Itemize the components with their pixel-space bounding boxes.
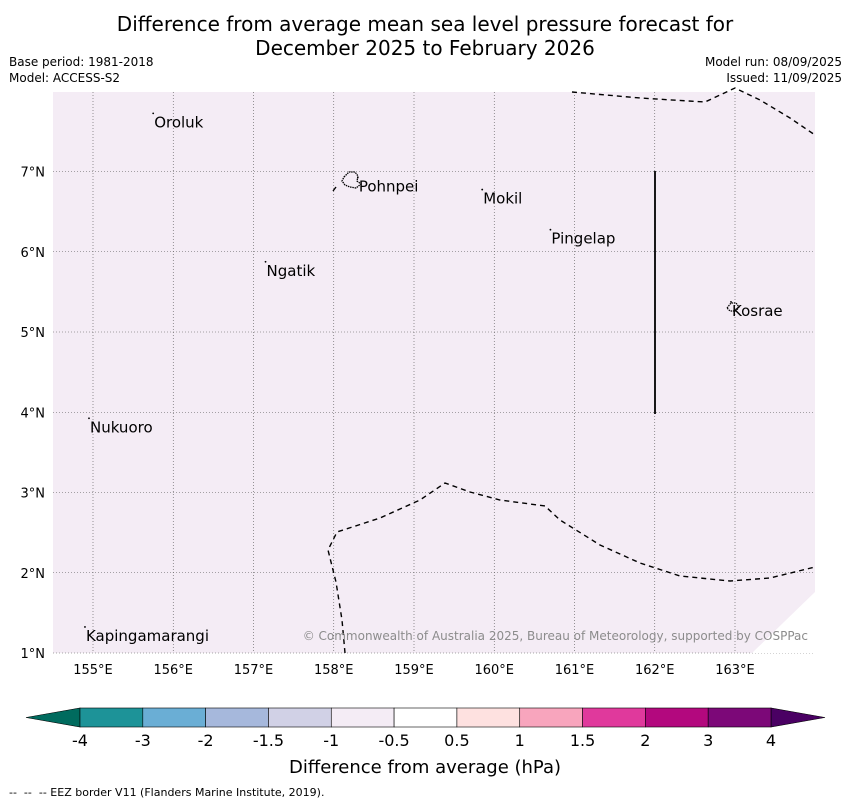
colorbar-tick-label: 1 xyxy=(515,731,525,750)
place-label: Pohnpei xyxy=(359,178,419,196)
place-marker xyxy=(730,301,732,303)
meta-right: Model run: 08/09/2025 Issued: 11/09/2025 xyxy=(705,54,842,86)
place-marker xyxy=(84,626,86,628)
lat-tick-label: 1°N xyxy=(21,647,46,662)
place-label: Mokil xyxy=(483,190,522,208)
copyright-text: © Commonwealth of Australia 2025, Bureau… xyxy=(303,629,808,643)
graticule xyxy=(53,92,815,654)
lon-tick-label: 159°E xyxy=(394,663,434,678)
axis-labels: 155°E 156°E 157°E 158°E 159°E 160°E 161°E 162°E… xyxy=(21,166,755,679)
meta-left: Base period: 1981-2018 Model: ACCESS-S2 xyxy=(9,54,154,86)
colorbar: -4 -3 -2 -1.5 -1 -0.5 0.5 1 1.5 2 3 4 xyxy=(25,707,826,750)
colorbar-tick-label: 3 xyxy=(703,731,713,750)
colorbar-swatch xyxy=(582,707,646,728)
colorbar-swatch xyxy=(205,707,269,728)
colorbar-swatch xyxy=(707,707,772,728)
kosrae-island-outline xyxy=(726,302,740,312)
lon-tick-label: 161°E xyxy=(555,663,595,678)
colorbar-swatch xyxy=(456,707,521,728)
place-label: Oroluk xyxy=(154,113,203,131)
place-label: Kosrae xyxy=(732,302,783,320)
place-label: Kapingamarangi xyxy=(86,627,209,645)
place-label: Nukuoro xyxy=(90,418,153,436)
colorbar-tick-label: -1.5 xyxy=(253,731,284,750)
colorbar-swatch xyxy=(142,707,206,728)
model-run-text: Model run: 08/09/2025 xyxy=(704,55,842,69)
eez-border-fragment xyxy=(332,186,337,192)
lon-tick-label: 160°E xyxy=(474,663,514,678)
colorbar-high-extend xyxy=(770,707,826,728)
colorbar-label: Difference from average (hPa) xyxy=(289,757,561,778)
place-marker xyxy=(356,176,359,179)
lon-tick-label: 157°E xyxy=(234,663,274,678)
colorbar-tick-label: -3 xyxy=(135,731,151,750)
issued-text: Issued: 11/09/2025 xyxy=(726,71,842,85)
eez-border-north xyxy=(571,87,816,136)
title-line-1: Difference from average mean sea level p… xyxy=(116,12,734,36)
place-labels: Oroluk Pohnpei Mokil Pingelap Ngatik Kosrae Nu… xyxy=(84,112,783,645)
colorbar-swatch xyxy=(79,707,144,728)
pohnpei-island-outline xyxy=(341,171,363,189)
lat-tick-label: 4°N xyxy=(21,406,46,421)
map-background xyxy=(53,92,815,653)
lat-tick-label: 7°N xyxy=(21,166,46,181)
place-marker xyxy=(152,112,155,115)
colorbar-tick-label: 4 xyxy=(766,731,776,750)
colorbar-swatch xyxy=(330,707,395,728)
colorbar-tick-label: -0.5 xyxy=(378,731,409,750)
colorbar-tick-label: 0.5 xyxy=(444,731,469,750)
lon-tick-label: 156°E xyxy=(153,663,193,678)
colorbar-tick-label: -2 xyxy=(198,731,214,750)
page-title: Difference from average mean sea level p… xyxy=(0,12,850,60)
colorbar-swatch xyxy=(645,707,709,728)
model-text: Model: ACCESS-S2 xyxy=(9,71,121,85)
lon-tick-label: 158°E xyxy=(314,663,354,678)
place-label: Pingelap xyxy=(551,230,615,248)
colorbar-tick-label: -1 xyxy=(323,731,339,750)
lat-tick-label: 5°N xyxy=(21,326,46,341)
colorbar-swatch xyxy=(519,707,583,728)
place-marker xyxy=(481,188,484,191)
place-marker xyxy=(264,260,267,263)
lon-tick-label: 163°E xyxy=(715,663,755,678)
colorbar-swatch xyxy=(393,707,458,728)
colorbar-low-extend xyxy=(25,707,81,728)
lat-tick-label: 3°N xyxy=(21,487,46,502)
title-line-2: December 2025 to February 2026 xyxy=(255,36,595,60)
eez-border-south xyxy=(327,482,816,654)
lon-tick-label: 162°E xyxy=(635,663,675,678)
lat-tick-label: 6°N xyxy=(21,246,46,261)
place-label: Ngatik xyxy=(267,262,316,280)
colorbar-swatch xyxy=(268,707,332,728)
colorbar-tick-label: 2 xyxy=(640,731,650,750)
lat-tick-label: 2°N xyxy=(21,567,46,582)
base-period-text: Base period: 1981-2018 xyxy=(9,55,154,69)
colorbar-tick-label: -4 xyxy=(72,731,88,750)
eez-legend-note: -- -- -- EEZ border V11 (Flanders Marine… xyxy=(9,786,325,799)
place-marker xyxy=(549,228,552,231)
place-marker xyxy=(88,417,90,420)
lon-tick-label: 155°E xyxy=(73,663,113,678)
no-data-region xyxy=(752,592,815,653)
colorbar-tick-label: 1.5 xyxy=(570,731,595,750)
